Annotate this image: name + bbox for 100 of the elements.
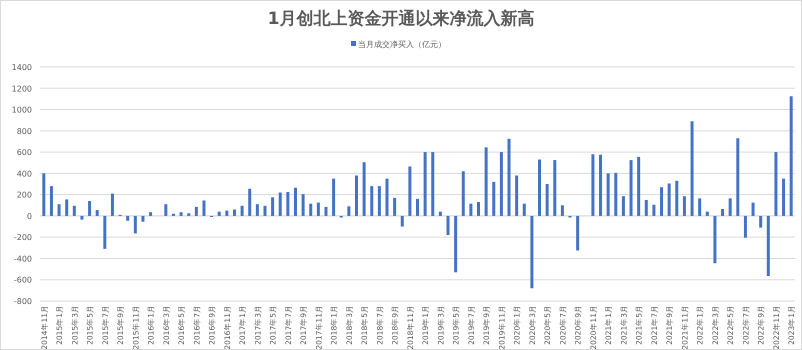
bar bbox=[362, 162, 366, 216]
bar bbox=[774, 152, 778, 216]
bar bbox=[606, 173, 610, 216]
y-tick-label: 600 bbox=[16, 148, 32, 158]
bar bbox=[416, 198, 419, 216]
bar bbox=[58, 204, 61, 216]
bar bbox=[591, 154, 594, 216]
bar bbox=[256, 204, 259, 216]
bar bbox=[271, 197, 274, 216]
bar bbox=[408, 166, 412, 216]
bar bbox=[477, 202, 480, 216]
bar bbox=[103, 216, 106, 249]
bar bbox=[668, 183, 671, 216]
bar bbox=[202, 200, 206, 216]
bar bbox=[652, 204, 656, 216]
bar bbox=[690, 121, 694, 216]
bar bbox=[644, 200, 648, 216]
y-tick-label: 0 bbox=[26, 212, 32, 221]
y-tick-label: -800 bbox=[14, 297, 32, 306]
bar bbox=[42, 173, 46, 216]
bar bbox=[332, 178, 336, 216]
bar bbox=[400, 216, 404, 227]
bar bbox=[630, 160, 633, 216]
bar bbox=[744, 216, 747, 238]
y-tick-label: 800 bbox=[16, 126, 32, 136]
y-tick-label: 200 bbox=[16, 190, 32, 200]
bar bbox=[553, 160, 556, 216]
bar bbox=[706, 212, 709, 216]
bar bbox=[614, 172, 618, 216]
bar bbox=[721, 208, 724, 216]
bar bbox=[462, 171, 465, 216]
bar bbox=[622, 196, 625, 216]
bar bbox=[508, 138, 511, 216]
y-tick-label: -200 bbox=[14, 233, 32, 242]
bar bbox=[378, 186, 381, 216]
bar bbox=[766, 216, 770, 276]
bar bbox=[370, 186, 374, 216]
bar bbox=[96, 210, 99, 216]
bar bbox=[149, 212, 152, 216]
bar bbox=[546, 184, 549, 216]
bar bbox=[294, 188, 297, 216]
bar bbox=[286, 192, 290, 216]
y-tick-label: 1400 bbox=[12, 63, 32, 72]
bar bbox=[248, 188, 252, 216]
bar bbox=[698, 198, 702, 216]
legend-label: 当月成交净买入（亿元） bbox=[358, 40, 446, 49]
bar bbox=[187, 213, 190, 216]
bar bbox=[790, 96, 793, 216]
bar bbox=[180, 212, 183, 216]
bar bbox=[278, 192, 282, 216]
bar bbox=[500, 152, 503, 216]
bar bbox=[194, 206, 198, 216]
bar bbox=[438, 212, 442, 216]
bar bbox=[469, 204, 472, 216]
bar bbox=[492, 182, 496, 216]
bar bbox=[728, 198, 732, 216]
bar bbox=[134, 216, 137, 234]
bar bbox=[713, 216, 716, 264]
bar bbox=[682, 196, 686, 216]
bar bbox=[72, 206, 76, 216]
bar bbox=[141, 216, 144, 222]
bar bbox=[232, 210, 236, 216]
y-tick-label: 1200 bbox=[12, 84, 32, 94]
bar bbox=[218, 212, 221, 216]
bar bbox=[752, 202, 755, 216]
y-tick-label: -400 bbox=[14, 254, 32, 264]
bar bbox=[515, 175, 518, 216]
bar bbox=[446, 216, 450, 236]
bar bbox=[736, 138, 740, 216]
bar bbox=[782, 178, 786, 216]
bar bbox=[316, 202, 320, 216]
bar bbox=[431, 152, 434, 216]
y-tick-label: 400 bbox=[16, 169, 32, 178]
bar bbox=[637, 156, 640, 216]
bar bbox=[424, 152, 427, 216]
bar bbox=[110, 194, 114, 216]
bar bbox=[599, 154, 602, 216]
bar bbox=[530, 216, 534, 288]
bar bbox=[309, 204, 312, 216]
bar bbox=[50, 186, 53, 216]
bar bbox=[88, 201, 92, 216]
bar bbox=[538, 160, 542, 216]
bar bbox=[759, 216, 762, 228]
bar bbox=[80, 216, 84, 220]
bar bbox=[393, 198, 396, 216]
bar bbox=[347, 206, 350, 216]
bar bbox=[560, 205, 564, 216]
y-tick-label: 1000 bbox=[12, 106, 32, 115]
bar bbox=[522, 204, 526, 216]
bar bbox=[675, 180, 678, 216]
bar bbox=[263, 206, 266, 216]
bar bbox=[324, 206, 328, 216]
bar bbox=[225, 210, 228, 216]
bar bbox=[164, 204, 168, 216]
chart-title: 1月创北上资金开通以来净流入新高 bbox=[268, 9, 534, 29]
y-tick-label: -600 bbox=[14, 276, 32, 285]
bar bbox=[385, 178, 388, 216]
bar bbox=[484, 147, 488, 216]
bar bbox=[65, 199, 68, 216]
bar bbox=[302, 194, 305, 216]
